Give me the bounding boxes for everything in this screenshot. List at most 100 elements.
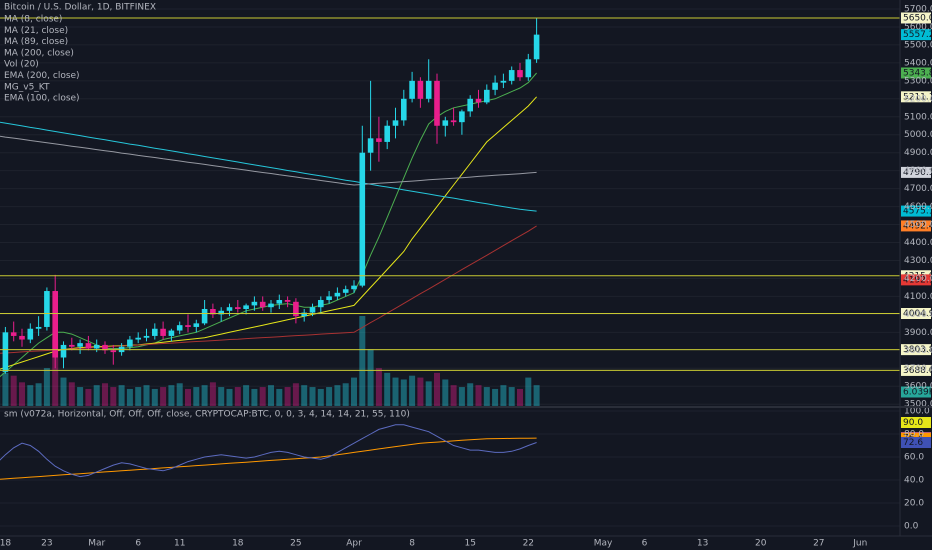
volume-bar <box>2 372 9 406</box>
candle-body <box>85 343 92 349</box>
y-tick-label: 3900.0 <box>904 328 932 338</box>
volume-bar <box>508 387 515 406</box>
volume-bar <box>243 385 250 406</box>
candle-body <box>193 323 200 327</box>
volume-bar <box>19 382 25 406</box>
y-tick-label: 4900.0 <box>904 148 932 158</box>
y-tick-label: 5500.0 <box>904 40 932 50</box>
volume-bar <box>517 388 523 406</box>
volume-bar <box>60 377 67 406</box>
candle-body <box>93 344 100 349</box>
candle-body <box>210 308 216 315</box>
volume-bar <box>143 385 150 406</box>
volume-bar <box>35 383 42 406</box>
y-tick-label: 4300.0 <box>904 256 932 266</box>
price-badge-label: 5557.2 <box>903 30 932 40</box>
volume-bar <box>425 381 432 406</box>
price-badge-label: 4790.3 <box>903 168 932 178</box>
volume-bar <box>68 382 75 406</box>
volume-bar <box>52 339 59 406</box>
candle-body <box>60 344 67 358</box>
candle-body <box>425 80 432 99</box>
candle-body <box>492 82 498 90</box>
price-badge <box>901 91 931 103</box>
candle-body <box>176 325 183 331</box>
volume-bar <box>201 385 208 406</box>
volume-bar <box>176 383 183 406</box>
y-tick-label: 60.0 <box>904 453 924 463</box>
y-tick-label: 100.0 <box>904 407 930 417</box>
candle-body <box>259 301 266 308</box>
volume-bar <box>450 385 457 406</box>
volume-bar <box>351 377 357 406</box>
volume-bar <box>301 385 308 406</box>
volume-bar <box>234 387 241 406</box>
level-label: 4004.9 <box>903 309 932 319</box>
volume-bar <box>276 388 283 406</box>
legend-entry: EMA (200, close) <box>4 71 80 81</box>
volume-bar <box>151 388 158 406</box>
candle-body <box>276 300 283 304</box>
volume-bar <box>409 375 416 406</box>
y-tick-label: 4400.0 <box>904 238 932 248</box>
volume-bar <box>375 368 382 406</box>
legend-entry: EMA (100, close) <box>4 94 80 104</box>
volume-bar <box>160 387 167 406</box>
y-tick-label: 5600.0 <box>904 22 932 32</box>
x-tick-label: 13 <box>697 539 708 549</box>
volume-bar <box>467 383 474 406</box>
volume-bar <box>367 349 374 406</box>
volume-badge-label: 6.039K <box>903 388 932 398</box>
candle-body <box>326 296 332 301</box>
candle-body <box>185 325 191 327</box>
legend-entry: MA (21, close) <box>4 26 68 36</box>
candle-body <box>484 89 490 103</box>
level-badge <box>901 344 931 356</box>
volume-bar <box>168 385 175 406</box>
candle-body <box>517 70 523 78</box>
volume-bar <box>533 385 540 406</box>
volume-bar <box>193 387 200 406</box>
candle-body <box>459 111 465 123</box>
candle-body <box>226 307 233 311</box>
level-badge <box>901 308 931 320</box>
x-tick-label: Mar <box>88 539 105 549</box>
ma-line <box>0 135 537 186</box>
volume-bar <box>126 388 133 406</box>
price-badge-label: 5343.8 <box>903 68 932 78</box>
level-label: 5650.0 <box>903 13 932 23</box>
volume-bar <box>135 387 142 406</box>
price-badge <box>901 67 931 79</box>
volume-bar <box>185 388 191 406</box>
x-tick-label: 22 <box>523 539 534 549</box>
candle-body <box>284 300 291 302</box>
candle-body <box>152 328 158 336</box>
volume-bar <box>458 387 465 406</box>
candle-body <box>475 98 482 103</box>
level-label: 3688.0 <box>903 366 932 376</box>
candle-body <box>450 120 457 123</box>
candle-body <box>19 335 25 340</box>
price-badge-label: 4192.1 <box>903 275 932 285</box>
legend-entry: MA (200, close) <box>4 48 74 58</box>
volume-bar <box>475 385 482 406</box>
y-tick-label: 3600.0 <box>904 382 932 392</box>
volume-bar <box>384 372 391 406</box>
candle-body <box>143 335 150 338</box>
y-tick-label: 4500.0 <box>904 220 932 230</box>
candle-body <box>301 312 307 317</box>
volume-bar <box>483 387 490 406</box>
price-badge <box>901 166 931 178</box>
volume-bar <box>434 372 440 406</box>
price-badge <box>901 417 931 428</box>
x-tick-label: 6 <box>642 539 648 549</box>
price-badge <box>901 205 931 217</box>
volume-bar <box>10 375 17 406</box>
candle-body <box>69 344 75 347</box>
candle-body <box>218 310 224 315</box>
x-tick-label: 27 <box>813 539 824 549</box>
candle-body <box>77 343 83 347</box>
volume-bar <box>209 382 216 406</box>
